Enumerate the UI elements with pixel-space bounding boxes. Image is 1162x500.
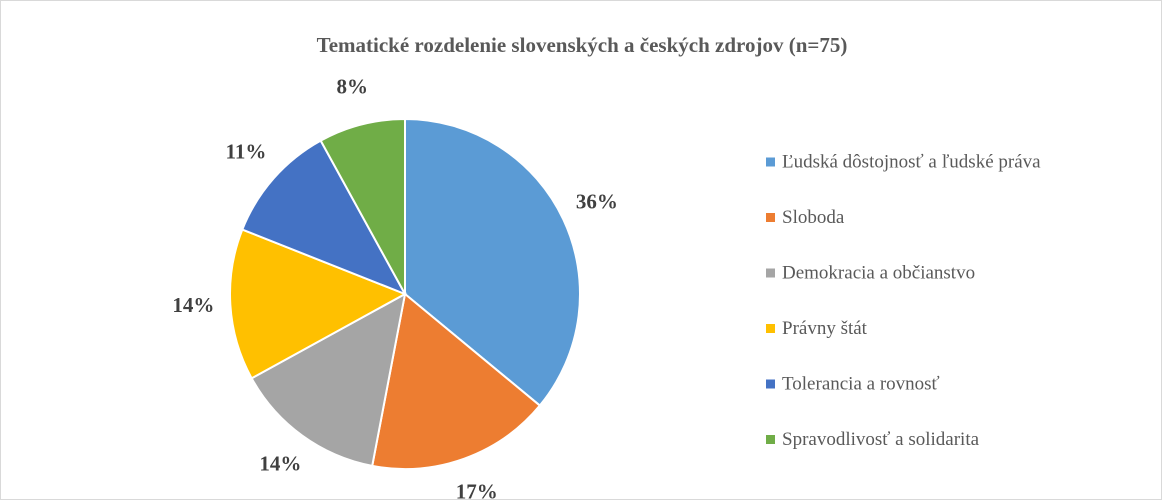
- legend-label: Tolerancia a rovnosť: [782, 373, 940, 394]
- legend-marker: [766, 157, 775, 167]
- legend-label: Právny štát: [782, 318, 868, 339]
- legend-marker: [766, 435, 775, 444]
- pie-slice: [319, 117, 406, 295]
- data-label: 14%: [172, 293, 214, 317]
- legend-label: Spravodlivosť a solidarita: [782, 429, 980, 450]
- data-label: 8%: [337, 74, 369, 98]
- legend-marker: [766, 213, 775, 222]
- legend-label: Sloboda: [782, 207, 845, 228]
- data-label: 36%: [576, 190, 618, 214]
- legend-label: Demokracia a občianstvo: [782, 262, 975, 283]
- pie-slice: [240, 139, 408, 296]
- chart-title: Tematické rozdelenie slovenských a český…: [317, 33, 848, 57]
- pie-slice: [404, 117, 581, 407]
- data-label: 14%: [259, 451, 301, 475]
- legend-marker: [766, 268, 775, 278]
- data-label: 17%: [456, 479, 498, 500]
- legend-marker: [766, 324, 775, 333]
- pie-slice: [250, 292, 407, 468]
- legend-label: Ľudská dôstojnosť a ľudské práva: [782, 151, 1041, 172]
- data-label: 11%: [226, 140, 267, 164]
- legend-marker: [766, 379, 775, 389]
- pie-slice: [229, 228, 408, 380]
- pie-slice: [371, 292, 542, 470]
